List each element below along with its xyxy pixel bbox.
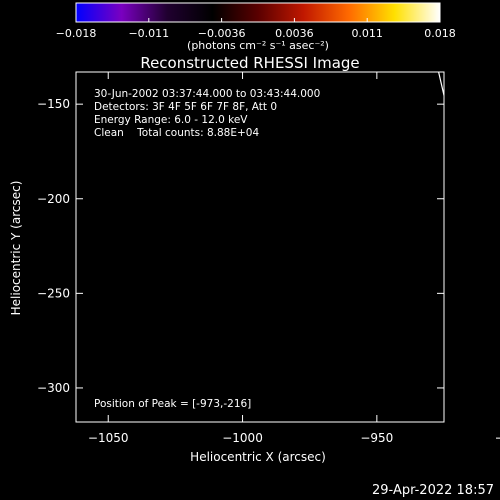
x-tick-label: −950 xyxy=(360,431,393,445)
x-tick-label: −1000 xyxy=(222,431,263,445)
x-axis-ticks: −1050 −1000 −950 −900 xyxy=(88,72,500,445)
plot-area: −1050 −1000 −950 −900 −150 −200 −250 −300 30-J… xyxy=(37,71,500,445)
colorbar-ticks: −0.018 −0.011 −0.0036 0.0036 0.011 0.018 xyxy=(56,18,456,40)
colorbar-tick-label: −0.018 xyxy=(56,27,97,40)
chart-title: Reconstructed RHESSI Image xyxy=(140,54,359,72)
colorbar-tick-label: 0.0036 xyxy=(275,27,314,40)
annotation-energy-range: Energy Range: 6.0 - 12.0 keV xyxy=(94,114,248,126)
y-tick-label: −250 xyxy=(37,286,70,300)
x-axis-label: Heliocentric X (arcsec) xyxy=(190,450,326,464)
heatmap-image xyxy=(76,72,444,422)
y-tick-label: −150 xyxy=(37,97,70,111)
annotation-time-range: 30-Jun-2002 03:37:44.000 to 03:43:44.000 xyxy=(94,88,320,100)
x-tick-label: −900 xyxy=(495,431,500,445)
annotation-detectors: Detectors: 3F 4F 5F 6F 7F 8F, Att 0 xyxy=(94,101,277,113)
annotation-clean-counts: Clean Total counts: 8.88E+04 xyxy=(94,127,259,139)
heatmap-peak-source xyxy=(275,201,356,258)
colorbar: −0.018 −0.011 −0.0036 0.0036 0.011 0.018 (pho… xyxy=(56,2,456,52)
colorbar-tick-label: 0.011 xyxy=(351,27,383,40)
plot-frame xyxy=(75,71,445,423)
x-tick-label: −1050 xyxy=(88,431,129,445)
y-tick-label: −200 xyxy=(37,192,70,206)
peak-position-label: Position of Peak = [-973,-216] xyxy=(94,398,251,410)
y-tick-label: −300 xyxy=(37,381,70,395)
colorbar-tick-label: −0.0036 xyxy=(198,27,246,40)
colorbar-tick-label: 0.018 xyxy=(424,27,456,40)
solar-limb-line xyxy=(438,72,444,99)
footer-timestamp: 29-Apr-2022 18:57 xyxy=(372,483,494,498)
heatmap-dark-spot xyxy=(211,262,279,314)
colorbar-tick-label: −0.011 xyxy=(128,27,169,40)
annotation-block: 30-Jun-2002 03:37:44.000 to 03:43:44.000… xyxy=(94,88,320,139)
colorbar-unit-label: (photons cm⁻² s⁻¹ asec⁻²) xyxy=(187,39,329,52)
y-axis-ticks: −150 −200 −250 −300 xyxy=(37,97,444,395)
colorbar-gradient xyxy=(75,2,441,23)
y-axis-label: Heliocentric Y (arcsec) xyxy=(9,181,23,316)
